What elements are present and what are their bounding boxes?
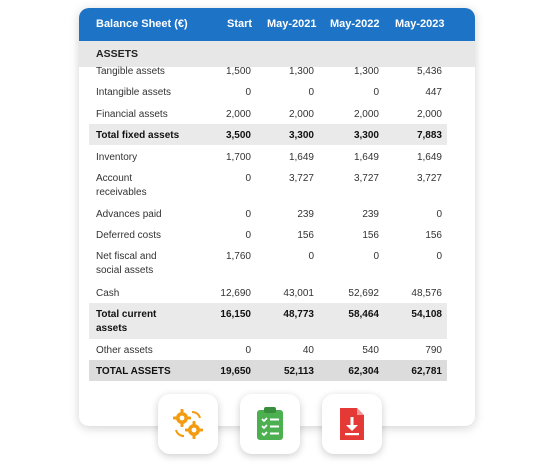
cell-value: 48,773 — [283, 309, 314, 320]
cell-value: 1,649 — [416, 152, 442, 163]
table-row-total-assets: TOTAL ASSETS 19,650 52,113 62,304 62,781 — [89, 360, 447, 381]
cell-value: 239 — [297, 209, 314, 220]
cell-value: 156 — [425, 230, 442, 241]
cell-value: 52,113 — [283, 366, 314, 377]
cell-value: 1,300 — [353, 66, 379, 77]
row-label: Total current assets — [96, 309, 157, 334]
cell-value: 447 — [425, 87, 442, 98]
table-row: Advances paid 0 239 239 0 — [79, 203, 475, 224]
cell-value: 0 — [436, 209, 442, 220]
cell-value: 3,727 — [416, 173, 442, 184]
cell-value: 7,883 — [416, 130, 442, 141]
pdf-download-button[interactable] — [322, 394, 382, 454]
column-header-may-2022: May-2022 — [330, 18, 380, 30]
cell-value: 1,760 — [225, 251, 251, 262]
gears-icon — [173, 409, 203, 439]
row-label: Financial assets — [96, 109, 168, 120]
cell-value: 0 — [308, 251, 314, 262]
cell-value: 2,000 — [416, 109, 442, 120]
table-row: Intangible assets 0 0 0 447 — [79, 81, 475, 102]
cell-value: 2,000 — [225, 109, 251, 120]
checklist-button[interactable] — [240, 394, 300, 454]
cell-value: 54,108 — [411, 309, 442, 320]
row-label: Total fixed assets — [96, 130, 180, 141]
column-header-start: Start — [227, 18, 253, 30]
row-label: TOTAL ASSETS — [96, 366, 171, 377]
cell-value: 2,000 — [353, 109, 379, 120]
cell-value: 0 — [245, 230, 251, 241]
cell-value: 62,304 — [348, 366, 379, 377]
cell-value: 12,690 — [220, 288, 251, 299]
cell-value: 3,727 — [288, 173, 314, 184]
cell-value: 19,650 — [220, 366, 251, 377]
section-label: ASSETS — [96, 48, 139, 60]
cell-value: 3,727 — [353, 173, 379, 184]
cell-value: 1,500 — [225, 66, 251, 77]
table-row: Cash 12,690 43,001 52,692 48,576 — [79, 282, 475, 303]
table-row: Financial assets 2,000 2,000 2,000 2,000 — [79, 103, 475, 124]
balance-sheet-card: Balance Sheet (€) Start May-2021 May-202… — [79, 8, 475, 426]
cell-value: 0 — [308, 87, 314, 98]
row-label: Net fiscal and social assets — [96, 251, 157, 276]
column-header-may-2023: May-2023 — [395, 18, 445, 30]
cell-value: 239 — [362, 209, 379, 220]
cell-value: 48,576 — [411, 288, 442, 299]
row-label: Other assets — [96, 345, 153, 356]
cell-value: 3,300 — [353, 130, 379, 141]
table-row: Other assets 0 40 540 790 — [79, 339, 475, 360]
cell-value: 1,649 — [353, 152, 379, 163]
cell-value: 0 — [245, 209, 251, 220]
cell-value: 16,150 — [220, 309, 251, 320]
cell-value: 156 — [362, 230, 379, 241]
cell-value: 0 — [245, 87, 251, 98]
cell-value: 790 — [425, 345, 442, 356]
table-row-total-current-assets: Total current assets 16,150 48,773 58,46… — [89, 303, 447, 339]
checklist-icon — [257, 407, 283, 440]
cell-value: 1,649 — [288, 152, 314, 163]
row-label: Deferred costs — [96, 230, 162, 241]
column-header-may-2021: May-2021 — [267, 18, 317, 30]
cell-value: 58,464 — [348, 309, 379, 320]
cell-value: 52,692 — [348, 288, 379, 299]
settings-gears-button[interactable] — [158, 394, 218, 454]
cell-value: 0 — [373, 251, 379, 262]
row-label: Intangible assets — [96, 87, 172, 98]
cell-value: 5,436 — [416, 66, 442, 77]
cell-value: 156 — [297, 230, 314, 241]
table-row-total-fixed-assets: Total fixed assets 3,500 3,300 3,300 7,8… — [89, 124, 447, 145]
table-row: Tangible assets 1,500 1,300 1,300 5,436 — [79, 60, 475, 81]
cell-value: 540 — [362, 345, 379, 356]
row-label: Inventory — [96, 152, 138, 163]
row-label: Cash — [96, 288, 120, 299]
cell-value: 2,000 — [288, 109, 314, 120]
cell-value: 3,300 — [288, 130, 314, 141]
row-label: Tangible assets — [96, 66, 165, 77]
cell-value: 62,781 — [411, 366, 442, 377]
cell-value: 0 — [245, 173, 251, 184]
table-row: Net fiscal and social assets 1,760 0 0 0 — [79, 245, 475, 281]
table-row: Deferred costs 0 156 156 156 — [79, 224, 475, 245]
table-row: Account receivables 0 3,727 3,727 3,727 — [79, 167, 475, 203]
cell-value: 0 — [373, 87, 379, 98]
cell-value: 0 — [245, 345, 251, 356]
row-label: Account receivables — [96, 173, 147, 198]
row-label: Advances paid — [96, 209, 162, 220]
cell-value: 3,500 — [225, 130, 251, 141]
cell-value: 1,300 — [288, 66, 314, 77]
cell-value: 0 — [436, 251, 442, 262]
cell-value: 1,700 — [225, 152, 251, 163]
cell-value: 43,001 — [283, 288, 314, 299]
pdf-download-icon — [340, 408, 364, 440]
cell-value: 40 — [302, 345, 314, 356]
table-header: Balance Sheet (€) Start May-2021 May-202… — [79, 8, 475, 41]
table-title: Balance Sheet (€) — [96, 18, 188, 30]
table-row: Inventory 1,700 1,649 1,649 1,649 — [79, 146, 475, 167]
section-row-assets: ASSETS — [79, 41, 475, 67]
